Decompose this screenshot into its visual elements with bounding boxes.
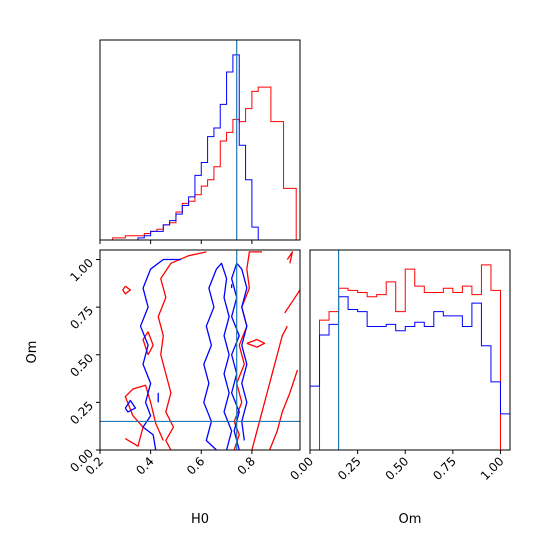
hist-om-x-tick-label-1: 0.00 xyxy=(287,454,316,483)
contour-1-path-3 xyxy=(142,331,154,356)
contour-panel: 0.2 0.4 0.6 0.8 0.000.250.500.751.00 xyxy=(67,249,301,478)
contour-1-path-8 xyxy=(246,338,266,348)
x-axis-label-h0: H0 xyxy=(191,512,209,527)
hist-om-series-1 xyxy=(310,264,510,451)
contour-x-tick-label-4: 0.8 xyxy=(235,454,258,477)
hist-om-x-tick-label-3: 0.50 xyxy=(383,454,412,483)
hist-om-x-tick-label-2: 0.25 xyxy=(335,454,364,483)
hist-h0-panel xyxy=(99,39,301,244)
contour-2-path-2 xyxy=(124,399,137,413)
contour-1-path-4 xyxy=(122,285,132,295)
hist-h0-series-2 xyxy=(100,54,300,241)
contour-1-path-5 xyxy=(233,251,263,451)
hist-om-series-2 xyxy=(309,296,510,450)
hist-om-x-tick-label-4: 0.75 xyxy=(430,454,459,483)
x-axis-label-om: Om xyxy=(399,512,422,527)
contour-y-tick-label-4: 0.75 xyxy=(67,303,96,332)
hist-om-x-tick-label-5: 1.00 xyxy=(478,454,507,483)
hist-h0-frame xyxy=(99,39,301,241)
contour-y-tick-label-5: 1.00 xyxy=(67,256,96,285)
contour-1-path-2 xyxy=(124,384,164,447)
contour-frame xyxy=(99,249,301,451)
hist-h0-series-1 xyxy=(100,86,300,241)
contour-x-tick-label-2: 0.4 xyxy=(133,454,156,477)
y-axis-label-om: Om xyxy=(25,341,40,364)
contour-x-tick-label-3: 0.6 xyxy=(184,454,207,477)
contour-2-path-4 xyxy=(203,262,233,451)
contour-1-path-1 xyxy=(157,251,207,451)
contour-2-path-1 xyxy=(139,258,182,451)
contour-y-tick-label-2: 0.25 xyxy=(67,399,96,428)
hist-om-panel: 0.00 0.25 0.50 0.75 1.00 xyxy=(287,249,511,483)
contour-1-path-7 xyxy=(269,369,299,451)
contour-1-path-9 xyxy=(284,289,301,314)
contour-y-tick-label-3: 0.50 xyxy=(67,351,96,380)
contour-1-path-6 xyxy=(251,325,288,451)
hist-om-frame xyxy=(309,249,511,451)
contour-1-path-10 xyxy=(286,251,294,264)
